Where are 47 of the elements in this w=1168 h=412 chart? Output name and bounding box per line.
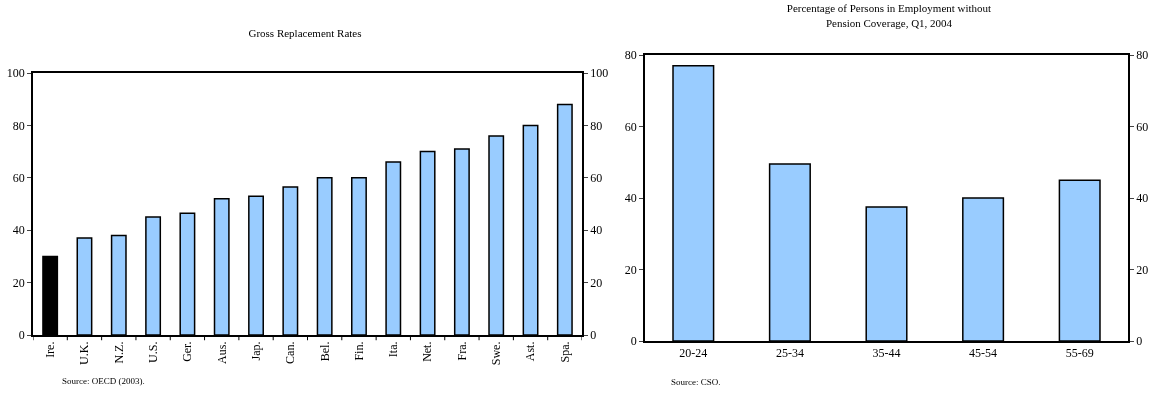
source-note: Source: CSO. bbox=[671, 377, 721, 387]
x-tick-label: Ast. bbox=[523, 341, 538, 362]
x-tick-label: Fin. bbox=[351, 341, 366, 361]
x-tick-label: 45-54 bbox=[969, 346, 998, 361]
x-tick-label: Bel. bbox=[317, 341, 332, 362]
y2-tick-label: 80 bbox=[590, 118, 603, 133]
x-tick-label: Ita. bbox=[386, 341, 401, 358]
y2-tick-label: 20 bbox=[590, 275, 603, 290]
x-tick-label: 20-24 bbox=[679, 346, 708, 361]
x-tick-label: Swe. bbox=[489, 341, 504, 366]
x-tick-label: Ire. bbox=[43, 341, 58, 358]
y2-tick-label: 40 bbox=[590, 223, 603, 238]
x-tick-label: Can. bbox=[283, 341, 298, 364]
x-tick-label: 55-69 bbox=[1065, 346, 1094, 361]
source-note: Source: OECD (2003). bbox=[62, 376, 145, 386]
y2-tick-label: 0 bbox=[1136, 334, 1143, 349]
y-tick-label: 60 bbox=[12, 171, 25, 185]
y-tick-label: 40 bbox=[12, 223, 25, 238]
x-tick-label: Jap. bbox=[248, 341, 263, 361]
y-tick-label: 20 bbox=[624, 262, 637, 277]
y-tick-label: 80 bbox=[12, 118, 25, 133]
x-tick-label: 35-44 bbox=[872, 346, 901, 361]
y-tick-label: 80 bbox=[624, 48, 637, 63]
x-tick-label: Aus. bbox=[214, 341, 229, 364]
x-tick-label: U.S. bbox=[145, 341, 160, 363]
x-tick-label: Fra. bbox=[454, 341, 469, 361]
y2-tick-label: 100 bbox=[590, 66, 609, 81]
x-tick-label: Ger. bbox=[180, 341, 195, 362]
y2-tick-label: 80 bbox=[1136, 48, 1149, 63]
y-tick-label: 60 bbox=[624, 119, 637, 134]
y-tick-label: 20 bbox=[12, 275, 25, 290]
y2-tick-label: 0 bbox=[590, 328, 597, 343]
x-tick-label: N.Z. bbox=[111, 341, 126, 364]
x-tick-label: U.K. bbox=[77, 341, 92, 365]
y-tick-label: 0 bbox=[630, 334, 637, 349]
y2-tick-label: 40 bbox=[1136, 191, 1149, 206]
chart-title: Percentage of Persons in Employment without Pension Coverage, Q1, 2004 bbox=[786, 2, 992, 29]
x-tick-label: 25-34 bbox=[775, 346, 804, 361]
y-tick-label: 100 bbox=[6, 66, 25, 81]
y-tick-label: 40 bbox=[624, 191, 637, 206]
y2-tick-label: 60 bbox=[590, 171, 603, 185]
y-tick-label: 0 bbox=[18, 328, 25, 343]
x-tick-label: Spa. bbox=[557, 341, 572, 363]
y2-tick-label: 20 bbox=[1136, 262, 1149, 277]
chart-title: Gross Replacement Rates bbox=[248, 26, 362, 39]
x-tick-label: Net. bbox=[420, 341, 435, 362]
y2-tick-label: 60 bbox=[1136, 119, 1149, 134]
